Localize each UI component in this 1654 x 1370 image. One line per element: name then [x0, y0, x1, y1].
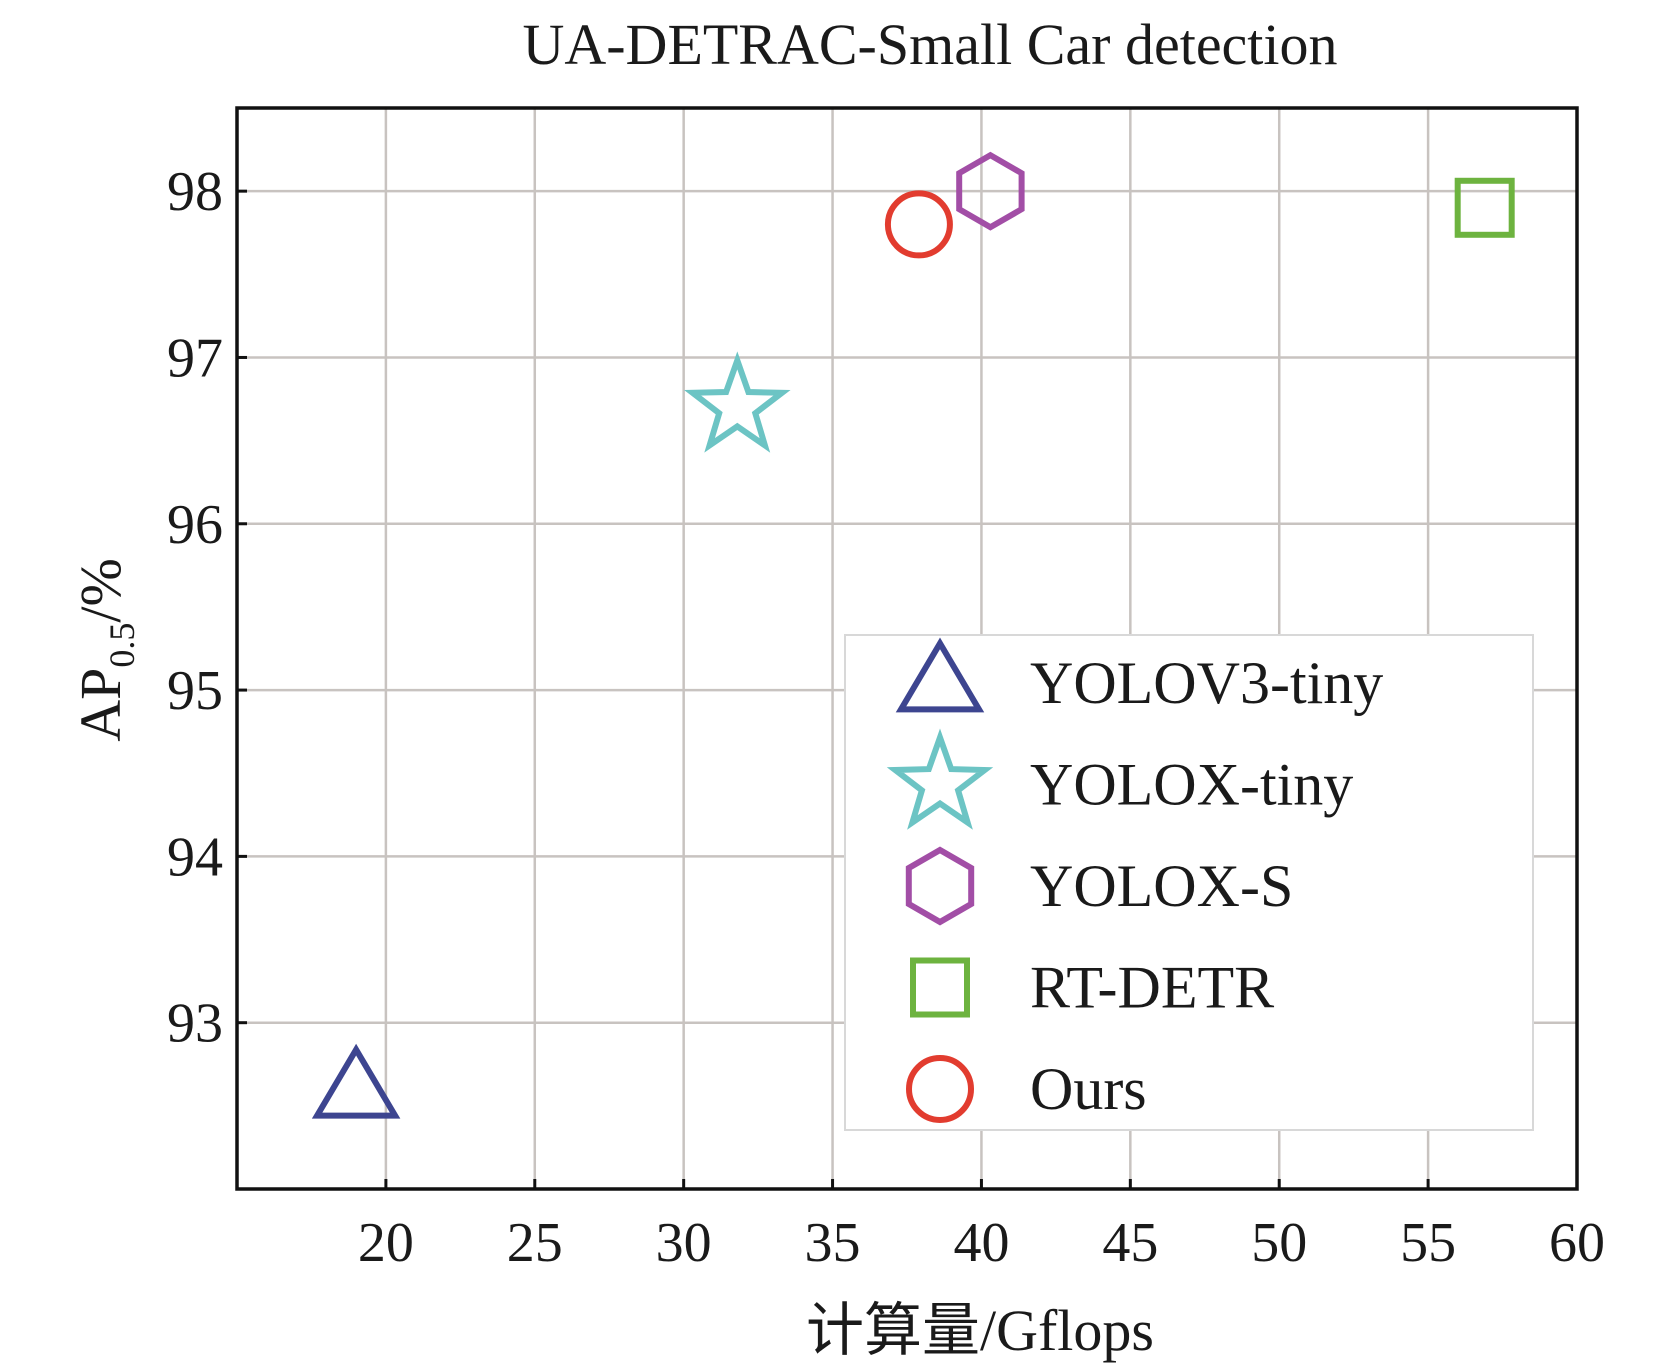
x-tick-label: 45	[1102, 1212, 1158, 1274]
y-tick-label: 98	[167, 161, 223, 223]
chart-title: UA-DETRAC-Small Car detection	[522, 12, 1337, 77]
x-tick-label: 60	[1549, 1212, 1605, 1274]
hexagon-marker-legend	[905, 846, 975, 926]
x-axis-label: 计算量/Gflops	[806, 1298, 1154, 1363]
legend-items: YOLOV3-tiny YOLOX-tiny YOLOX-S RT-DETR Ours	[886, 637, 1383, 1123]
star-marker-legend	[886, 728, 994, 830]
x-tick-label: 55	[1400, 1212, 1456, 1274]
legend-label: YOLOV3-tiny	[1030, 650, 1383, 716]
data-markers	[311, 151, 1515, 1119]
y-tick-label: 97	[167, 327, 223, 389]
square-marker-legend	[910, 957, 970, 1018]
y-tick-label: 95	[167, 660, 223, 722]
y-tick-label: 94	[167, 826, 223, 888]
circle-marker-legend	[906, 1055, 974, 1123]
x-tick-label: 20	[358, 1212, 414, 1274]
legend: YOLOV3-tiny YOLOX-tiny YOLOX-S RT-DETR Ours	[844, 634, 1534, 1131]
x-tick-label: 35	[805, 1212, 861, 1274]
legend-label: Ours	[1030, 1056, 1147, 1122]
y-axis-label: AP0.5/%	[68, 558, 142, 742]
y-tick-label: 96	[167, 494, 223, 556]
legend-label: RT-DETR	[1030, 955, 1274, 1021]
legend-box	[844, 634, 1534, 1131]
y-tick-label: 93	[167, 993, 223, 1055]
x-tick-label: 30	[656, 1212, 712, 1274]
legend-label: YOLOX-tiny	[1030, 752, 1353, 818]
star-marker-point	[684, 351, 791, 453]
triangle-marker-point	[311, 1043, 401, 1119]
axes-frame	[235, 106, 1579, 1191]
y-axis-label-suffix: /%	[68, 558, 133, 622]
x-tick-label: 50	[1251, 1212, 1307, 1274]
y-axis-label-subscript: 0.5	[102, 623, 142, 668]
y-axis-label-main: AP	[68, 668, 133, 742]
square-marker-point	[1454, 177, 1515, 238]
x-tick-label: 40	[953, 1212, 1009, 1274]
triangle-marker-legend	[895, 637, 985, 713]
hexagon-marker-point	[956, 151, 1025, 231]
axis-ticks: 20 25 30 35 40 45 50 55 60 93 94 95 96 97 98	[167, 161, 1605, 1274]
circle-marker-point	[884, 190, 953, 259]
x-tick-label: 25	[507, 1212, 563, 1274]
legend-label: YOLOX-S	[1030, 853, 1293, 919]
